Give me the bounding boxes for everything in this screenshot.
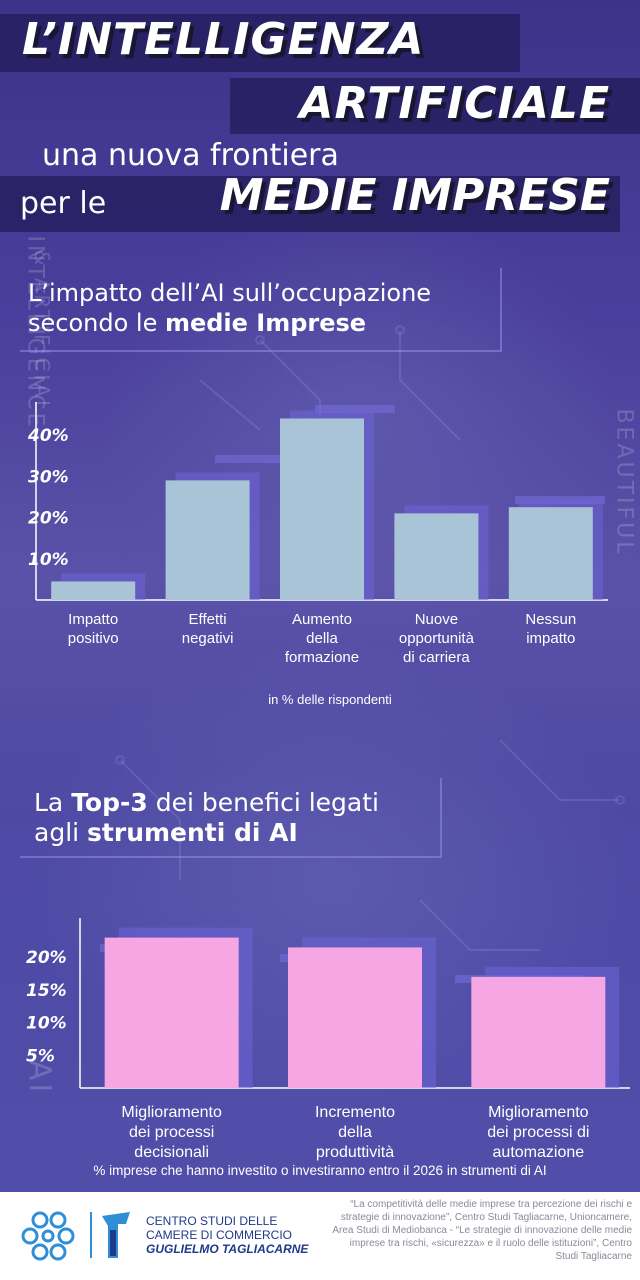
y-tick-label: 40% — [27, 426, 69, 446]
y-tick-label: 15% — [26, 981, 67, 1001]
title-line-2: ARTIFICIALE — [299, 78, 610, 129]
bar — [165, 480, 250, 600]
bar — [394, 513, 479, 600]
subtitle-line-1: una nuova frontiera — [42, 138, 339, 173]
category-label: Miglioramento dei processi di automazione — [487, 1104, 590, 1161]
subtitle-line-2: per le — [20, 186, 107, 221]
title-line-3: MEDIE IMPRESE — [219, 170, 610, 221]
institution-name: CENTRO STUDI DELLE CAMERE DI COMMERCIO G… — [146, 1214, 309, 1256]
chart2-note: % imprese che hanno investito o investir… — [93, 1163, 547, 1178]
category-label: Incremento della produttività — [314, 1104, 396, 1161]
header-band — [0, 14, 520, 72]
category-label: Effetti negativi — [181, 611, 234, 647]
y-tick-label: 5% — [26, 1046, 55, 1066]
title-line-1: L’INTELLIGENZA — [22, 14, 425, 65]
header-band — [0, 176, 620, 232]
section1-frame — [20, 268, 502, 352]
logo-separator — [90, 1212, 92, 1258]
bar — [288, 947, 422, 1088]
bar — [508, 507, 593, 600]
bar — [471, 976, 606, 1088]
bar — [51, 581, 136, 600]
footer: CENTRO STUDI DELLE CAMERE DI COMMERCIO G… — [0, 1192, 640, 1280]
header-band — [230, 78, 640, 134]
category-label: Nessun impatto — [525, 611, 577, 647]
camere-commercio-logo-icon — [21, 1211, 75, 1261]
section2-title: La Top-3 dei benefici legati agli strume… — [34, 788, 379, 847]
category-label: Nuove opportunità di carriera — [398, 611, 474, 666]
category-label: Impatto positivo — [67, 611, 119, 647]
source-citation: “La competitività delle medie imprese tr… — [332, 1199, 632, 1262]
chart1-note: in % delle rispondenti — [268, 692, 392, 707]
category-label: Miglioramento dei processi decisionali — [121, 1104, 222, 1161]
y-tick-label: 20% — [28, 509, 69, 529]
section2-frame — [20, 778, 442, 858]
bar — [280, 418, 364, 600]
y-tick-label: 20% — [26, 948, 67, 968]
tagliacarne-logo-icon — [102, 1212, 130, 1258]
y-tick-label: 10% — [26, 1014, 67, 1034]
category-label: Aumento della formazione — [284, 611, 360, 666]
section1-title: L’impatto dell’AI sull’occupazione secon… — [28, 279, 432, 337]
chart-occupazione: 10% 20% 30% 40% — [27, 402, 608, 601]
chart-benefici: 5% 10% 15% 20% — [26, 918, 630, 1089]
y-tick-label: 30% — [28, 467, 69, 487]
y-tick-label: 10% — [28, 550, 69, 570]
bar — [104, 937, 239, 1088]
